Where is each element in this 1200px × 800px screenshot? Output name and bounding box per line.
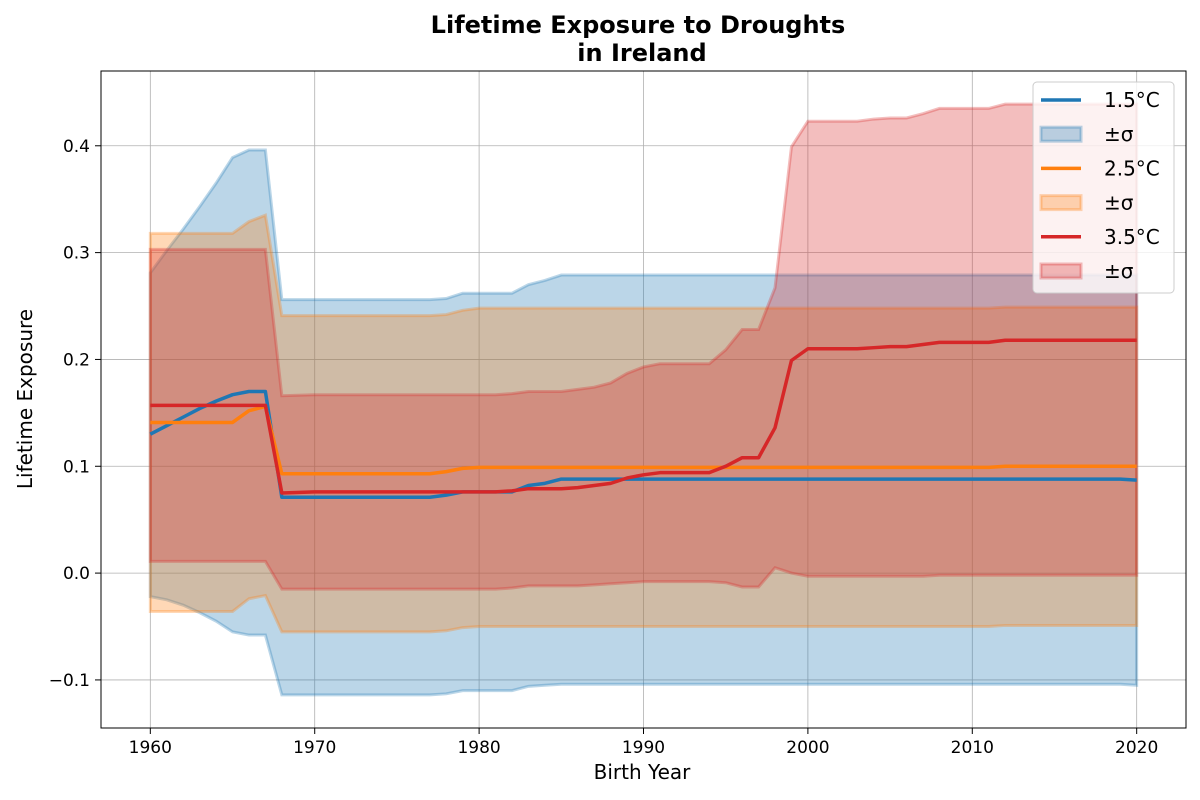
band-1 [148, 148, 1139, 697]
x-tick-label: 1970 [293, 738, 336, 758]
band-2 [148, 213, 1139, 634]
x-tick-label: 1980 [457, 738, 500, 758]
y-tick-label: 0.3 [63, 244, 90, 264]
series-line-1 [149, 389, 1137, 499]
x-tick-label: 1960 [129, 738, 172, 758]
legend-band-swatch-3 [1039, 262, 1083, 280]
y-tick-label: 0.4 [63, 137, 90, 157]
x-tick-label: 2010 [951, 738, 994, 758]
series-line-2 [150, 404, 1137, 476]
legend-label-2: 2.5°C [1104, 156, 1160, 180]
y-tick-label: 0.2 [63, 350, 90, 370]
legend-label-3: 3.5°C [1104, 225, 1160, 249]
x-tick-label: 2000 [786, 738, 829, 758]
y-tick-label: 0.0 [63, 564, 90, 584]
y-tick-label: −0.1 [49, 671, 90, 691]
y-axis-ticks: −0.1 0.0 0.1 0.2 0.3 0.4 [49, 137, 101, 691]
x-axis-label: Birth Year [594, 760, 691, 784]
legend-band-label-1: ±σ [1104, 122, 1134, 146]
chart-title-line1: Lifetime Exposure to Droughts [431, 11, 846, 39]
legend-label-1: 1.5°C [1104, 88, 1160, 112]
legend-band-label-2: ±σ [1104, 191, 1134, 215]
y-axis-label: Lifetime Exposure [13, 309, 37, 489]
legend-band-swatch-1 [1039, 125, 1083, 143]
y-tick-label: 0.1 [63, 457, 90, 477]
legend-band-swatch-2 [1039, 194, 1083, 212]
x-tick-label: 2020 [1115, 738, 1158, 758]
x-tick-label: 1990 [622, 738, 665, 758]
legend-box [1032, 81, 1175, 294]
chart-title-line2: in Ireland [577, 39, 706, 67]
series-lines [149, 338, 1137, 499]
series-line-3 [150, 338, 1137, 495]
x-axis-ticks: 1960 1970 1980 1990 2000 2010 2020 [129, 728, 1158, 758]
legend: 1.5°C ±σ 2.5°C ±σ 3.5°C ±σ [1032, 81, 1175, 294]
legend-band-label-3: ±σ [1104, 259, 1134, 283]
